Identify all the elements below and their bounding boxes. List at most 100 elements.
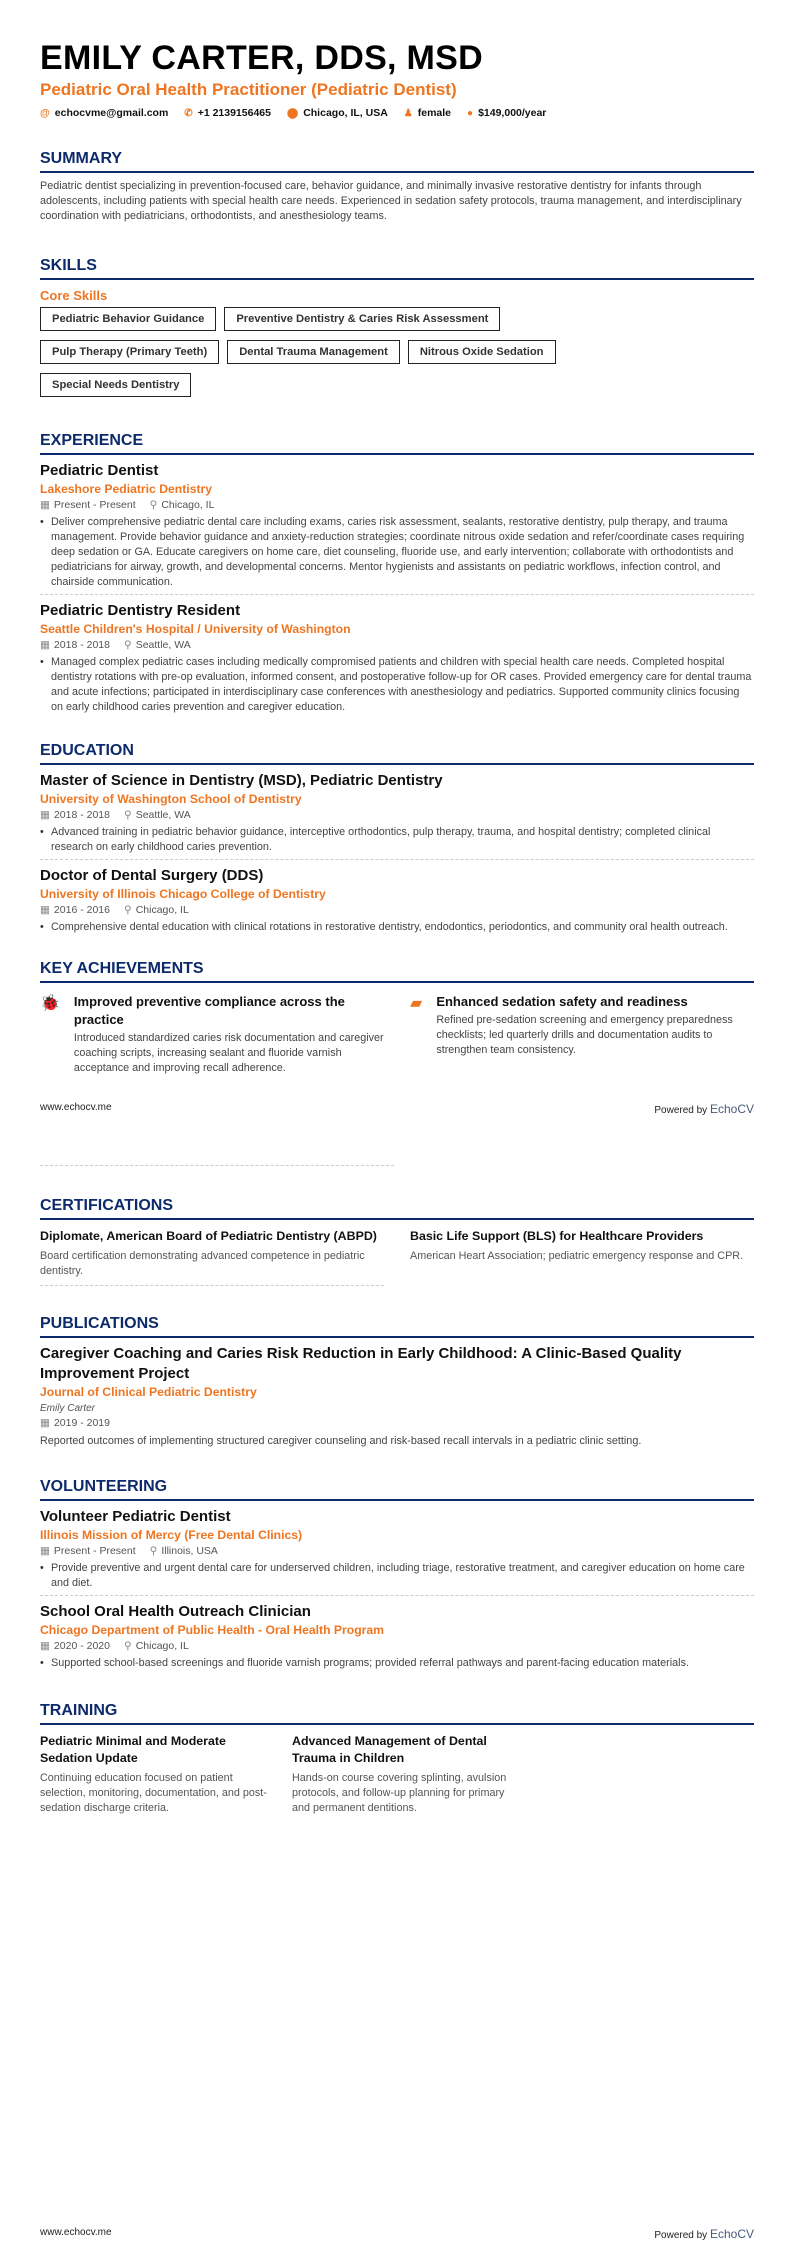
cert-title: Diplomate, American Board of Pediatric D… <box>40 1229 377 1243</box>
volunteer-dates: 2020 - 2020 <box>53 1640 110 1652</box>
experience-item: Pediatric Dentist Lakeshore Pediatric De… <box>40 455 754 594</box>
contact-phone[interactable]: ✆ +1 2139156465 <box>184 107 271 119</box>
calendar-icon: ▦ <box>40 499 50 511</box>
publication-meta: ▦ 2019 - 2019 <box>40 1416 754 1431</box>
location-icon: ⬤ <box>286 108 299 119</box>
publication-dates: 2019 - 2019 <box>53 1417 110 1429</box>
skills-section: SKILLS Core Skills Pediatric Behavior Gu… <box>40 256 754 397</box>
powered-by-text: Powered by <box>654 1105 708 1116</box>
publications-section: PUBLICATIONS Caregiver Coaching and Cari… <box>40 1314 754 1453</box>
calendar-icon: ▦ <box>40 809 50 821</box>
job-bullet: Managed complex pediatric cases includin… <box>40 655 754 715</box>
money-icon: ● <box>467 108 474 119</box>
volunteer-dates: Present - Present <box>53 1545 136 1557</box>
job-title: Pediatric Dentistry Resident <box>40 602 241 619</box>
employer: Seattle Children's Hospital / University… <box>40 622 351 636</box>
training-section: TRAINING Pediatric Minimal and Moderate … <box>40 1701 754 1816</box>
job-bullet: Deliver comprehensive pediatric dental c… <box>40 515 754 590</box>
gender-text: female <box>417 107 452 119</box>
cert-title: Basic Life Support (BLS) for Healthcare … <box>410 1229 704 1243</box>
section-heading: CERTIFICATIONS <box>40 1196 754 1220</box>
summary-section: SUMMARY Pediatric dentist specializing i… <box>40 149 754 224</box>
skill-tag: Nitrous Oxide Sedation <box>407 340 556 364</box>
school: University of Illinois Chicago College o… <box>40 887 326 901</box>
volunteer-org: Illinois Mission of Mercy (Free Dental C… <box>40 1528 303 1542</box>
achievement-text: Refined pre-sedation screening and emerg… <box>436 1014 733 1056</box>
resume-page-2: CERTIFICATIONS Diplomate, American Board… <box>0 1123 794 2246</box>
job-dates: 2018 - 2018 <box>53 639 110 651</box>
skill-tag: Special Needs Dentistry <box>40 373 192 397</box>
location-icon: ⚲ <box>123 1640 132 1652</box>
achievement-text: Introduced standardized caries risk docu… <box>73 1032 384 1074</box>
volunteer-org: Chicago Department of Public Health - Or… <box>40 1623 385 1637</box>
edu-bullet: Advanced training in pediatric behavior … <box>40 825 754 855</box>
divider <box>40 1165 394 1166</box>
achievement-title: Improved preventive compliance across th… <box>73 994 345 1027</box>
location-icon: ⚲ <box>123 809 132 821</box>
job-location: Chicago, IL <box>161 499 215 511</box>
publication-text: Reported outcomes of implementing struct… <box>40 1435 642 1447</box>
volunteer-bullet: Supported school-based screenings and fl… <box>40 1656 754 1671</box>
section-heading: SKILLS <box>40 256 754 280</box>
candidate-name: EMILY CARTER, DDS, MSD <box>40 39 483 77</box>
job-location: Seattle, WA <box>135 639 191 651</box>
experience-section: EXPERIENCE Pediatric Dentist Lakeshore P… <box>40 431 754 719</box>
section-heading: VOLUNTEERING <box>40 1477 754 1501</box>
comment-icon: ▰ <box>410 995 423 1012</box>
education-meta: ▦ 2016 - 2016 ⚲ Chicago, IL <box>40 903 754 918</box>
page-footer: www.echocv.me Powered by EchoCV <box>40 2227 754 2241</box>
cert-text: Board certification demonstrating advanc… <box>40 1250 365 1277</box>
achievements-section: KEY ACHIEVEMENTS 🐞 Improved preventive c… <box>40 959 754 1076</box>
volunteer-item: School Oral Health Outreach Clinician Ch… <box>40 1595 754 1675</box>
volunteer-location: Chicago, IL <box>135 1640 189 1652</box>
publication-item: Caregiver Coaching and Caries Risk Reduc… <box>40 1338 754 1453</box>
brand-logo: EchoCV <box>709 1102 754 1116</box>
footer-site-link[interactable]: www.echocv.me <box>40 1102 112 1113</box>
brand-logo: EchoCV <box>709 2227 754 2241</box>
job-meta: ▦ 2018 - 2018 ⚲ Seattle, WA <box>40 638 754 653</box>
achievement-item: 🐞 Improved preventive compliance across … <box>40 983 384 1076</box>
contact-email[interactable]: @ echocvme@gmail.com <box>40 107 168 119</box>
education-meta: ▦ 2018 - 2018 ⚲ Seattle, WA <box>40 808 754 823</box>
phone-icon: ✆ <box>184 108 193 119</box>
job-dates: Present - Present <box>53 499 136 511</box>
volunteer-bullet: Provide preventive and urgent dental car… <box>40 1561 754 1591</box>
phone-text: +1 2139156465 <box>197 107 271 119</box>
edu-location: Seattle, WA <box>135 809 191 821</box>
skill-tags: Pediatric Behavior Guidance Preventive D… <box>40 307 760 397</box>
journal: Journal of Clinical Pediatric Dentistry <box>40 1385 257 1399</box>
school: University of Washington School of Denti… <box>40 792 302 806</box>
degree: Master of Science in Dentistry (MSD), Pe… <box>40 772 443 789</box>
location-icon: ⚲ <box>123 904 132 916</box>
achievement-item: ▰ Enhanced sedation safety and readiness… <box>410 983 754 1076</box>
certifications-section: CERTIFICATIONS Diplomate, American Board… <box>40 1196 754 1286</box>
person-icon: ♟ <box>403 108 413 119</box>
page-footer: www.echocv.me Powered by EchoCV <box>40 1102 754 1116</box>
contact-row: @ echocvme@gmail.com ✆ +1 2139156465 ⬤ Chic… <box>40 107 754 119</box>
achievement-title: Enhanced sedation safety and readiness <box>436 994 688 1009</box>
certification-item: Diplomate, American Board of Pediatric D… <box>40 1228 384 1286</box>
location-icon: ⚲ <box>123 639 132 651</box>
location-icon: ⚲ <box>149 1545 158 1557</box>
contact-gender: ♟ female <box>404 107 451 119</box>
contact-location: ⬤ Chicago, IL, USA <box>287 107 388 119</box>
certification-item: Basic Life Support (BLS) for Healthcare … <box>410 1228 754 1286</box>
degree: Doctor of Dental Surgery (DDS) <box>40 867 264 884</box>
calendar-icon: ▦ <box>40 639 50 651</box>
edu-bullet: Comprehensive dental education with clin… <box>40 920 754 935</box>
skill-tag: Pulp Therapy (Primary Teeth) <box>40 340 220 364</box>
volunteering-section: VOLUNTEERING Volunteer Pediatric Dentist… <box>40 1477 754 1675</box>
email-text: echocvme@gmail.com <box>54 107 169 119</box>
training-item: Advanced Management of Dental Trauma in … <box>292 1733 520 1816</box>
skill-tag: Dental Trauma Management <box>227 340 400 364</box>
footer-powered: Powered by EchoCV <box>654 1102 754 1116</box>
section-heading: EXPERIENCE <box>40 431 754 455</box>
volunteer-title: Volunteer Pediatric Dentist <box>40 1508 231 1525</box>
calendar-icon: ▦ <box>40 904 50 916</box>
footer-site-link[interactable]: www.echocv.me <box>40 2227 112 2238</box>
employer: Lakeshore Pediatric Dentistry <box>40 482 213 496</box>
summary-text: Pediatric dentist specializing in preven… <box>40 180 742 222</box>
publication-title: Caregiver Coaching and Caries Risk Reduc… <box>40 1345 682 1382</box>
section-heading: TRAINING <box>40 1701 754 1725</box>
edu-location: Chicago, IL <box>135 904 189 916</box>
